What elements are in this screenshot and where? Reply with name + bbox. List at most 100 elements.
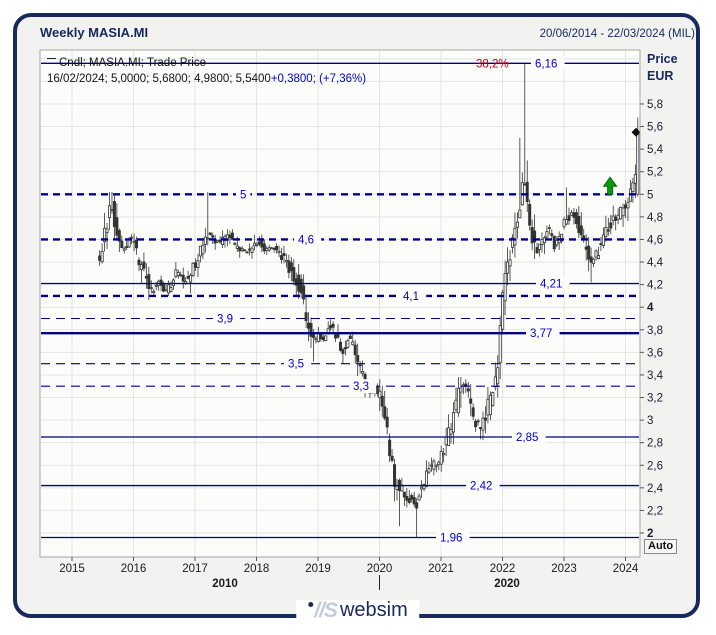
candle-body [523,183,527,186]
candle-body [525,181,529,202]
candle-body [432,460,436,470]
y-tick-label-3,2: 3,2 [647,393,663,405]
candle-body [569,212,573,216]
candle-body [378,390,382,399]
candle-body [614,216,618,221]
candle-body [437,461,441,465]
candle-body [587,245,591,260]
fib-retracement-label: 38,2% [476,58,509,70]
candle-body [424,470,428,487]
candle-body [452,411,456,433]
candle-body [174,269,178,277]
candle-body [135,239,139,249]
candle-body [272,247,276,250]
candle-body [621,207,625,217]
y-tick-label-4,6: 4,6 [647,234,663,246]
plot-area[interactable] [40,50,640,557]
level-label-halo [536,276,570,291]
chart-legend: Cndl; MASIA.MI; Trade Price 16/02/2024; … [47,56,366,87]
x-tick-label-2017: 2017 [182,563,208,575]
candle-body [154,284,158,287]
websim-logo: //S websim [296,599,420,622]
candle-body [383,406,387,419]
candle-body [584,246,588,250]
candle-body [105,228,109,233]
date-range: 20/06/2014 - 22/03/2024 (MIL) [539,28,695,40]
candle-body [496,367,500,385]
candle-body [358,364,362,367]
price-axis-currency: EUR [647,69,674,83]
candle-body [176,272,180,276]
candle-body [319,333,323,340]
candle-body [270,247,274,250]
candle-body [284,259,288,263]
candle-body [282,252,286,257]
candle-body [321,336,325,341]
legend-collapse-icon[interactable] [47,58,56,65]
y-tick-label-2,4: 2,4 [647,483,664,495]
candle-body [528,203,532,226]
candle-body [250,247,254,253]
candle-body [169,287,173,292]
candle-body [361,371,365,374]
candle-body [216,239,220,243]
candle-body [235,245,239,249]
candle-body [221,236,225,245]
candle-body [412,497,416,505]
candle-body [191,262,195,277]
candle-body [388,439,392,457]
candle-body [162,284,166,292]
candle-body [329,325,333,329]
candle-body [186,276,190,279]
candle-body [565,219,569,225]
candle-body [152,290,156,294]
candle-body [633,174,637,184]
candle-body [380,395,384,407]
candle-body [356,355,360,363]
candle-body [230,232,234,240]
level-label-5: 5 [240,189,246,201]
level-label-halo [531,56,565,71]
candle-body [538,243,542,250]
candle-body [198,245,202,257]
x-tick-label-2024: 2024 [613,563,639,575]
legend-series-label: Cndl; MASIA.MI; Trade Price [59,57,206,69]
price-axis-title: Price EUR [647,51,678,85]
candle-body [275,246,279,251]
candle-body [577,216,581,233]
candle-body [604,227,608,237]
candle-body [390,455,394,461]
candle-body [631,182,635,192]
level-label-3,77: 3,77 [530,328,552,340]
candle-body [127,239,131,248]
auto-scale-button[interactable]: Auto [644,539,678,554]
level-label-halo [213,311,241,326]
logo-wordmark: websim [339,599,408,621]
candle-body [334,334,338,339]
candle-body [311,334,315,338]
x-tick-label-2019: 2019 [305,563,331,575]
candle-body [609,222,613,229]
candle-body [201,244,205,255]
logo-slashes-icon: //S [314,599,338,622]
candle-body [479,427,483,429]
level-label-halo [436,530,470,545]
plot-frame [39,49,641,558]
candle-body [331,323,335,328]
candle-body [471,407,475,417]
candle-body [137,259,141,266]
candle-body [483,417,487,421]
legend-series-row: Cndl; MASIA.MI; Trade Price [47,56,366,72]
candle-body [179,274,183,277]
candle-body [574,212,578,224]
candle-body [302,285,306,300]
candle-body [203,236,207,245]
candle-body [547,227,551,230]
x-tick-label-2016: 2016 [121,563,147,575]
candle-body [149,287,153,290]
candle-body [518,209,522,219]
chart-title: Weekly MASIA.MI [40,25,149,40]
x-tick-label-2015: 2015 [59,563,85,575]
legend-ohlc-values: 16/02/2024; 5,0000; 5,6800; 4,9800; 5,54… [47,72,271,85]
